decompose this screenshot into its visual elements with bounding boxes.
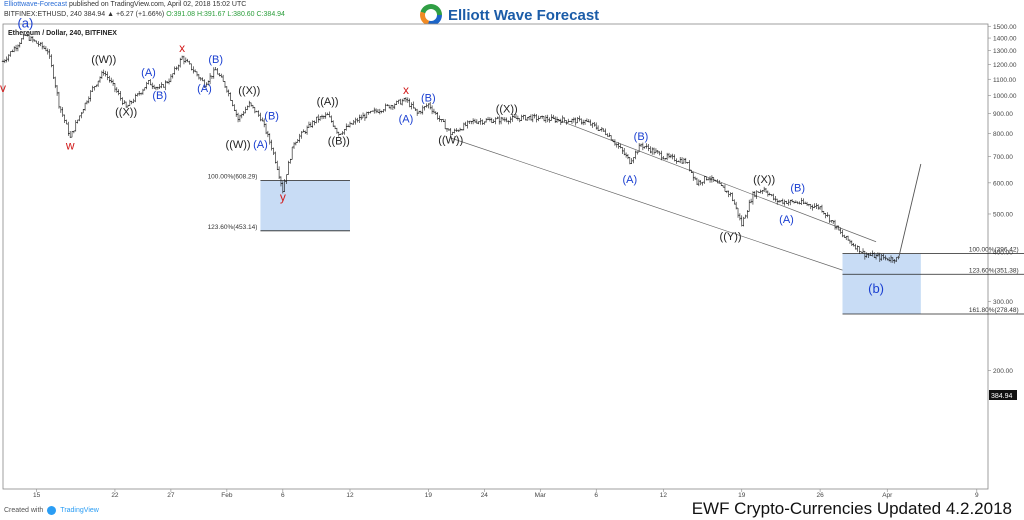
last-price-tag: 384.94 xyxy=(989,390,1017,400)
x-tick-label: 19 xyxy=(738,492,746,499)
y-tick-label: 1200.00 xyxy=(993,62,1017,69)
symbol-line: BITFINEX:ETHUSD, 240 384.94 ▲ +6.27 (+1.… xyxy=(4,11,285,18)
x-axis: 15 22 27 Feb 6 12 19 24 Mar 6 12 19 26 Apr 9 xyxy=(33,489,979,499)
wave-label: (A) xyxy=(141,67,156,79)
x-tick-label: 26 xyxy=(816,492,824,499)
fib-boxes: 100.00%(608.29) 123.60%(453.14) 100.00%(39… xyxy=(208,173,1024,315)
y-tick-label: 500.00 xyxy=(993,211,1013,218)
y-tick-label: 1000.00 xyxy=(993,93,1017,100)
wave-label: ((X)) xyxy=(115,106,137,118)
x-tick-label: Apr xyxy=(882,492,893,499)
wave-label: ((X)) xyxy=(753,174,775,186)
tradingview-icon xyxy=(47,506,57,515)
x-tick-label: 6 xyxy=(281,492,285,499)
y-tick-label: 700.00 xyxy=(993,154,1013,161)
wave-label: ((W)) xyxy=(438,135,463,147)
wave-label: y xyxy=(280,190,286,204)
x-tick-label: Feb xyxy=(221,492,233,499)
wave-label: ((A)) xyxy=(317,96,339,108)
wave-label: ((X)) xyxy=(238,85,260,97)
created-with: Created with TradingView xyxy=(4,506,99,515)
x-tick-label: Mar xyxy=(535,492,547,499)
wave-label: (A) xyxy=(197,83,212,95)
x-tick-label: 12 xyxy=(346,492,354,499)
brand-header: Elliott Wave Forecast xyxy=(420,2,599,28)
symbol-label: BITFINEX:ETHUSD, 240 xyxy=(4,11,82,18)
wave-label: (A) xyxy=(779,214,794,226)
y-tick-label: 1300.00 xyxy=(993,48,1017,55)
ohlc-close: C:384.94 xyxy=(256,11,285,18)
y-tick-label: 1400.00 xyxy=(993,36,1017,43)
x-tick-label: 24 xyxy=(481,492,489,499)
tradingview-link[interactable]: TradingView xyxy=(60,507,99,514)
wave-label: (A) xyxy=(622,174,637,186)
y-tick-label: 800.00 xyxy=(993,131,1013,138)
x-tick-label: 27 xyxy=(167,492,175,499)
last-price-label: 384.94 xyxy=(991,393,1013,400)
y-tick-label: 200.00 xyxy=(993,368,1013,375)
wave-label: (B) xyxy=(634,131,649,143)
fib-level-label: 123.60%(453.14) xyxy=(208,224,258,231)
x-tick-label: 15 xyxy=(33,492,41,499)
brand-name: Elliott Wave Forecast xyxy=(448,6,600,24)
ewf-globe-icon xyxy=(420,4,442,26)
wave-label: ((X)) xyxy=(496,104,518,116)
update-caption: EWF Crypto-Currencies Updated 4.2.2018 xyxy=(691,499,1012,518)
wave-label: ((W)) xyxy=(226,139,251,151)
wave-label: (B) xyxy=(208,54,223,66)
fib-level-label: 100.00%(396.42) xyxy=(969,247,1019,254)
wave-label: (B) xyxy=(264,110,279,122)
wave-label: (a) xyxy=(17,15,33,30)
y-tick-label: 1100.00 xyxy=(993,77,1016,84)
wave-label: ((B)) xyxy=(328,136,350,148)
wave-label: (A) xyxy=(399,113,414,125)
x-tick-label: 19 xyxy=(425,492,433,499)
x-tick-label: 6 xyxy=(594,492,598,499)
ohlc-high: H:391.67 xyxy=(196,11,226,18)
wave-label: x xyxy=(403,83,409,97)
fib-level-label: 123.60%(351.38) xyxy=(969,267,1019,274)
projection-path xyxy=(898,163,922,259)
ohlc-change: 384.94 ▲ +6.27 (+1.66%) xyxy=(83,11,165,18)
chart-title: Ethereum / Dollar, 240, BITFINEX xyxy=(8,30,117,37)
x-tick-label: 9 xyxy=(975,492,979,499)
ohlc-low: L:380.60 xyxy=(227,11,255,18)
plot-area xyxy=(2,23,989,490)
y-tick-label: 600.00 xyxy=(993,180,1013,187)
created-with-label: Created with xyxy=(4,507,44,514)
projection-line xyxy=(898,163,922,259)
wave-label: ((Y)) xyxy=(720,231,742,243)
y-axis: 200.00 300.00 400.00 500.00 600.00 700.00 800.… xyxy=(988,24,1017,375)
fib-level-label: 161.80%(278.48) xyxy=(969,307,1019,314)
ohlc-open: O:391.08 xyxy=(166,11,195,18)
published-text: published on TradingView.com, April 02, … xyxy=(68,1,247,8)
x-tick-label: 12 xyxy=(660,492,668,499)
x-tick-label: 22 xyxy=(111,492,119,499)
wave-label: (B) xyxy=(790,183,805,195)
wave-label: (A) xyxy=(253,139,268,151)
channel-line xyxy=(450,137,843,271)
wave-label: x xyxy=(179,41,185,55)
y-tick-label: 400.00 xyxy=(993,250,1013,257)
publisher-line: Elliottwave-Forecast published on Tradin… xyxy=(4,1,246,8)
y-tick-label: 900.00 xyxy=(993,111,1013,118)
candlesticks xyxy=(1,32,900,264)
fib-target-box xyxy=(842,253,921,314)
wave-label: (B) xyxy=(421,93,436,105)
wave-label: (b) xyxy=(868,281,884,296)
wave-labels: (a) w ((W)) ((X)) (A) (B) x (B) (A) ((X)) (B) ((W))… xyxy=(0,15,884,296)
wave-label: w xyxy=(65,138,75,152)
publisher-name[interactable]: Elliottwave-Forecast xyxy=(4,1,68,8)
wave-label: v xyxy=(0,81,6,95)
wave-label: (B) xyxy=(152,90,167,102)
fib-target-box xyxy=(260,180,350,231)
fib-level-label: 100.00%(608.29) xyxy=(208,173,258,180)
y-tick-label: 1500.00 xyxy=(993,24,1017,31)
last-price-box xyxy=(989,390,1017,400)
wave-label: ((W)) xyxy=(91,54,116,66)
y-tick-label: 300.00 xyxy=(993,299,1013,306)
